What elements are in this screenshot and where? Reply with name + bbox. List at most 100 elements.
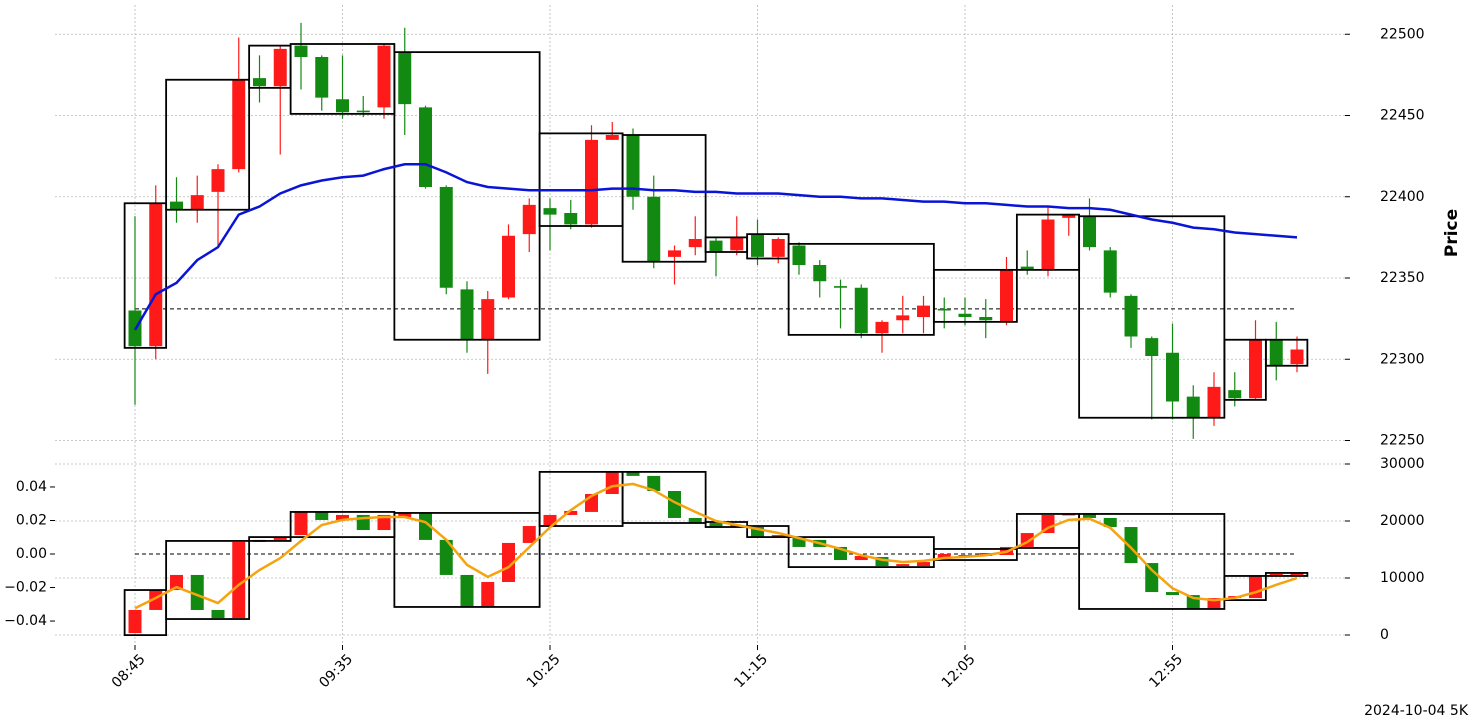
candle-body bbox=[377, 45, 391, 108]
candle-body bbox=[937, 308, 951, 311]
candle-body bbox=[730, 237, 744, 251]
range-box bbox=[1078, 215, 1226, 419]
candle-body bbox=[439, 187, 453, 288]
candle-body bbox=[1166, 592, 1179, 596]
candle-body bbox=[170, 201, 183, 210]
candle-body bbox=[1124, 527, 1138, 564]
candle-body bbox=[273, 48, 287, 87]
candle-body bbox=[688, 517, 702, 523]
candle-body bbox=[502, 235, 515, 298]
x-tick-label: 08:45 bbox=[109, 651, 149, 691]
indicator-line bbox=[133, 163, 1298, 331]
candle-body bbox=[419, 512, 432, 540]
candle-body bbox=[834, 286, 847, 288]
candle-body bbox=[1166, 352, 1179, 402]
candle-body bbox=[377, 514, 391, 531]
range-box bbox=[932, 548, 1018, 561]
range-box bbox=[621, 470, 707, 524]
range-box bbox=[1078, 513, 1226, 610]
candle-body bbox=[439, 539, 453, 575]
candle-body bbox=[771, 535, 785, 538]
candle-body bbox=[522, 204, 536, 235]
candle-body bbox=[522, 526, 536, 543]
candle-body bbox=[792, 245, 806, 265]
y-tick-label: −0.02 bbox=[4, 580, 47, 596]
candle-body bbox=[771, 239, 785, 257]
candle-body bbox=[1290, 349, 1304, 365]
candle-body bbox=[232, 541, 246, 619]
candle-body bbox=[605, 135, 619, 140]
candle-body bbox=[294, 45, 308, 57]
candle-body bbox=[149, 203, 163, 347]
candle-body bbox=[896, 564, 910, 567]
y-tick-label: 0.02 bbox=[16, 512, 47, 528]
candle-body bbox=[481, 581, 495, 607]
y-tick-label: −0.04 bbox=[4, 613, 47, 629]
candle-body bbox=[688, 239, 702, 248]
candle-body bbox=[1228, 390, 1242, 399]
candle-body bbox=[398, 512, 412, 517]
candle-body bbox=[1145, 338, 1159, 356]
candle-body bbox=[917, 562, 930, 567]
candle-body bbox=[502, 542, 515, 582]
candle-body bbox=[1020, 266, 1034, 270]
candle-body bbox=[460, 574, 474, 607]
candle-body bbox=[253, 78, 266, 87]
candle-body bbox=[1145, 563, 1159, 593]
range-box bbox=[621, 134, 707, 263]
candle-body bbox=[460, 289, 474, 340]
y2-tick-label: 20000 bbox=[1380, 513, 1425, 529]
candle-body bbox=[1041, 219, 1055, 270]
candle-body bbox=[315, 511, 329, 520]
y-tick-label: 22450 bbox=[1380, 108, 1425, 124]
candle-body bbox=[751, 234, 764, 257]
range-box bbox=[932, 268, 1018, 323]
candle-body bbox=[1124, 295, 1138, 337]
footnote: 2024-10-04 5K bbox=[1364, 703, 1469, 719]
candle-body bbox=[1207, 598, 1221, 609]
candle-body bbox=[1249, 339, 1262, 399]
candle-body bbox=[273, 537, 287, 540]
candle-body bbox=[958, 313, 972, 317]
candle-body bbox=[1290, 572, 1304, 575]
y-tick-label: 22300 bbox=[1380, 351, 1425, 367]
candle-body bbox=[1000, 269, 1013, 322]
candle-body bbox=[813, 265, 827, 282]
candle-body bbox=[190, 574, 204, 610]
candle-body bbox=[896, 315, 910, 321]
candle-body bbox=[170, 574, 183, 591]
candle-body bbox=[626, 471, 640, 476]
candle-body bbox=[917, 305, 930, 317]
candle-body bbox=[709, 523, 723, 528]
candle-body bbox=[128, 609, 142, 634]
candle-body bbox=[792, 537, 806, 547]
candle-body bbox=[336, 514, 349, 520]
candle-body bbox=[356, 110, 370, 113]
candle-body bbox=[232, 79, 246, 170]
range-box bbox=[1223, 338, 1267, 401]
candle-body bbox=[211, 609, 225, 619]
candle-body bbox=[1207, 386, 1221, 418]
x-tick-label: 10:25 bbox=[524, 651, 564, 691]
candle-body bbox=[751, 527, 764, 538]
candle-body bbox=[211, 169, 225, 192]
candle-body bbox=[1062, 214, 1076, 218]
candle-body bbox=[1186, 396, 1200, 418]
candle-body bbox=[854, 556, 868, 561]
candle-body bbox=[854, 287, 868, 334]
x-tick-label: 11:15 bbox=[731, 651, 771, 691]
range-box bbox=[393, 512, 541, 608]
range-box bbox=[165, 540, 251, 620]
range-box bbox=[746, 525, 790, 538]
candle-body bbox=[564, 510, 578, 515]
candle-body bbox=[1083, 513, 1096, 518]
candle-body bbox=[605, 471, 619, 495]
range-box bbox=[165, 78, 251, 211]
candle-body bbox=[647, 475, 661, 491]
candle-body bbox=[1103, 517, 1117, 528]
candle-body bbox=[543, 208, 557, 215]
y-tick-label: 22350 bbox=[1380, 270, 1425, 286]
candle-body bbox=[190, 195, 204, 210]
candle-body bbox=[1269, 573, 1283, 576]
